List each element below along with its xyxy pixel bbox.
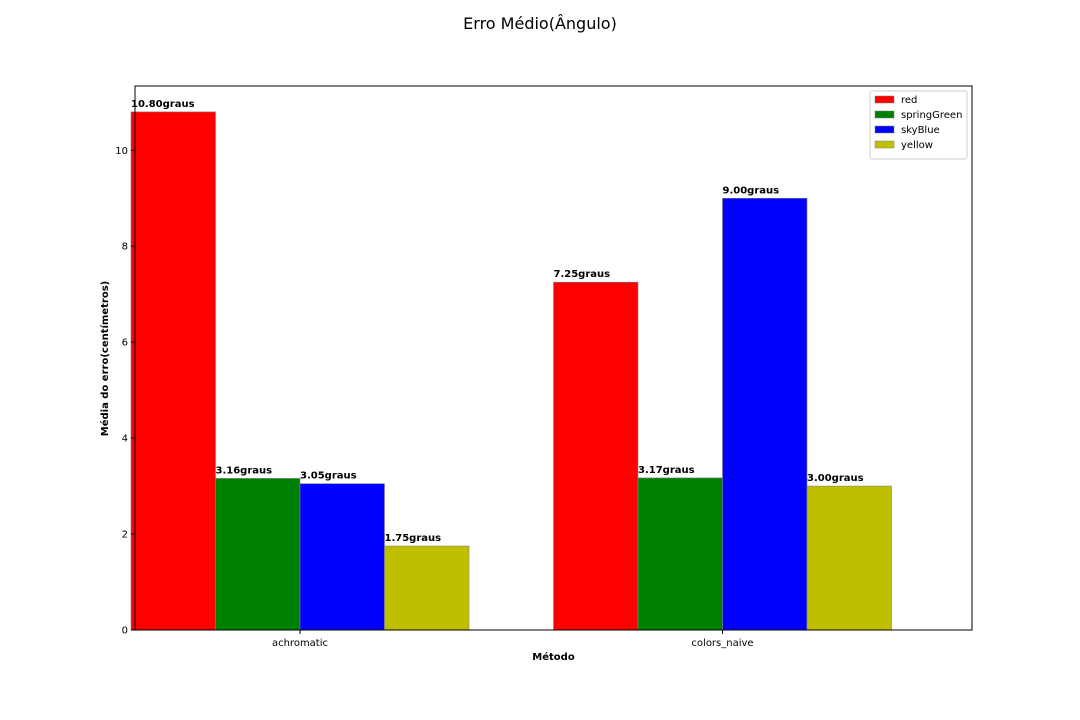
data-label-yellow-achromatic: 1.75graus: [385, 533, 442, 544]
bar-skyBlue-achromatic: [299, 483, 385, 631]
y-tick-label-6: 6: [122, 338, 128, 349]
legend-label-red: red: [901, 95, 917, 106]
bar-springGreen-colors_naive: [637, 477, 723, 631]
y-tick-label-0: 0: [122, 626, 128, 637]
data-label-springGreen-achromatic: 3.16graus: [216, 465, 273, 476]
data-label-red-achromatic: 10.80graus: [131, 99, 195, 110]
legend-label-springGreen: springGreen: [901, 110, 962, 121]
chart-title: Erro Médio(Ângulo): [463, 14, 617, 33]
y-tick-label-8: 8: [122, 242, 128, 253]
x-tick-label-colors_naive: colors_naive: [691, 638, 753, 649]
bar-yellow-colors_naive: [806, 485, 892, 631]
y-tick-label-10: 10: [115, 146, 128, 157]
legend-swatch-skyBlue: [874, 125, 895, 134]
data-label-skyBlue-achromatic: 3.05graus: [300, 471, 357, 482]
data-label-red-colors_naive: 7.25graus: [554, 269, 611, 280]
legend-label-skyBlue: skyBlue: [901, 125, 940, 136]
legend-swatch-yellow: [874, 140, 895, 149]
bar-springGreen-achromatic: [215, 478, 301, 631]
legend: red springGreen skyBlue yellow: [869, 90, 968, 160]
data-label-yellow-colors_naive: 3.00graus: [807, 473, 864, 484]
bar-skyBlue-colors_naive: [722, 197, 808, 631]
x-tick-label-achromatic: achromatic: [272, 638, 328, 649]
plot-area: 10.80graus 7.25graus 3.16graus 3.17graus 3.0…: [115, 85, 973, 649]
axes-frame: [134, 85, 973, 631]
legend-label-yellow: yellow: [901, 140, 933, 151]
legend-swatch-springGreen: [874, 110, 895, 119]
y-tick-label-2: 2: [122, 530, 128, 541]
bar-red-colors_naive: [553, 281, 639, 631]
legend-swatch-red: [874, 95, 895, 104]
bar-yellow-achromatic: [384, 545, 470, 631]
x-axis-label: Método: [532, 651, 575, 663]
bar-red-achromatic: [130, 111, 216, 631]
data-label-skyBlue-colors_naive: 9.00graus: [723, 185, 780, 196]
y-axis-label: Média do erro(centímetros): [99, 281, 111, 437]
data-label-springGreen-colors_naive: 3.17graus: [638, 465, 695, 476]
y-tick-label-4: 4: [122, 434, 128, 445]
